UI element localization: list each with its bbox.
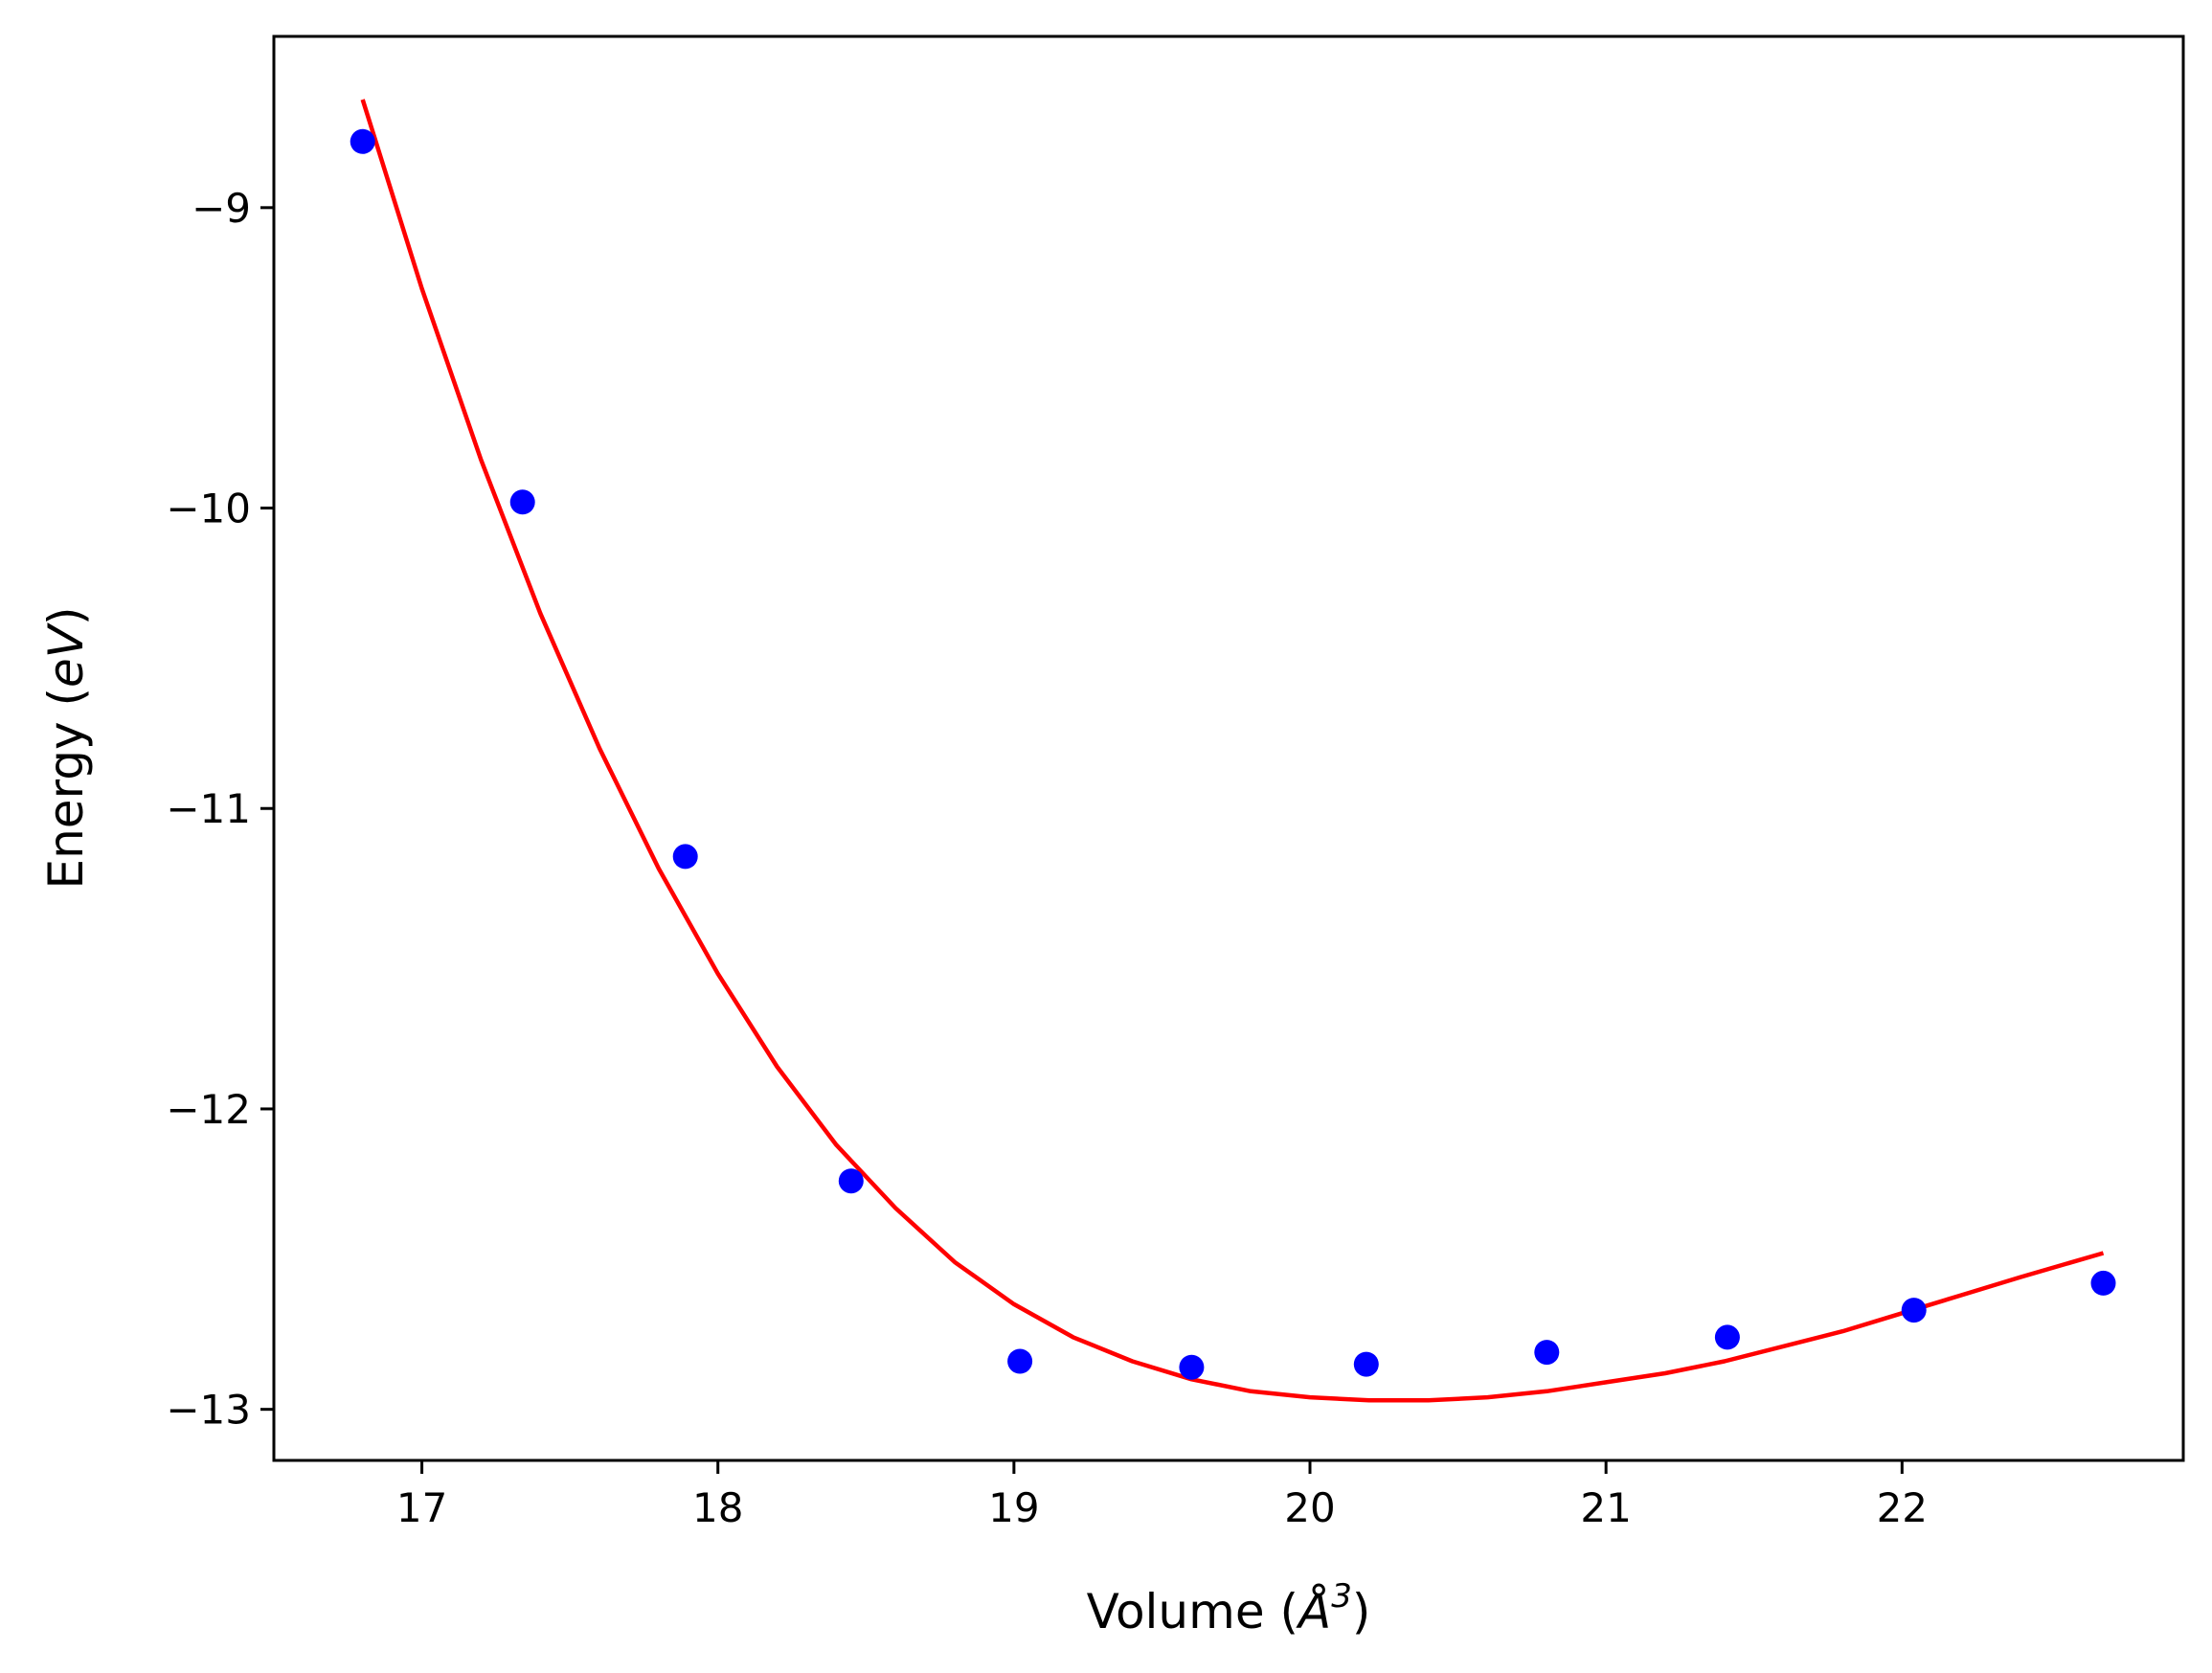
data-point: [1901, 1298, 1927, 1323]
data-point: [1534, 1340, 1560, 1366]
y-tick-label: −11: [166, 785, 251, 832]
y-axis-ticks: −9 −10 −11 −12 −13: [166, 185, 274, 1434]
x-tick-label: 20: [1284, 1484, 1335, 1531]
x-axis-label-suffix: ): [1352, 1584, 1371, 1639]
data-points-layer: [350, 128, 2116, 1380]
x-tick-label: 17: [396, 1484, 447, 1531]
y-tick-label: −9: [192, 185, 251, 232]
y-tick-label: −13: [166, 1387, 251, 1434]
x-axis-label: Volume (Å3): [1087, 1577, 1371, 1639]
data-point: [672, 844, 698, 870]
x-tick-label: 21: [1580, 1484, 1631, 1531]
y-axis-label-suffix: ): [38, 607, 94, 626]
data-point: [2090, 1270, 2116, 1296]
fit-curve-layer: [360, 99, 2105, 1403]
data-point: [350, 128, 375, 154]
x-axis-label-prefix: Volume (: [1087, 1584, 1298, 1639]
data-point: [509, 489, 535, 515]
y-tick-label: −12: [166, 1086, 251, 1133]
y-axis-label: Energy (eV): [38, 607, 94, 890]
data-point: [1007, 1348, 1033, 1374]
data-point: [1353, 1351, 1379, 1377]
x-tick-label: 22: [1877, 1484, 1928, 1531]
x-axis-ticks: 17 18 19 20 21 22: [396, 1460, 1928, 1531]
fit-curve-line: [360, 99, 2105, 1403]
x-axis-label-exponent: 3: [1331, 1577, 1352, 1616]
x-tick-label: 18: [692, 1484, 743, 1531]
y-tick-label: −10: [166, 486, 251, 532]
x-axis-label-symbol: Å: [1296, 1584, 1331, 1639]
data-point: [838, 1168, 864, 1194]
data-point: [1179, 1354, 1205, 1380]
y-axis-label-prefix: Energy (: [38, 688, 94, 889]
data-point: [1714, 1324, 1740, 1350]
y-axis-label-unit: eV: [38, 622, 94, 688]
plot-frame: [272, 34, 2185, 1462]
x-tick-label: 19: [988, 1484, 1039, 1531]
